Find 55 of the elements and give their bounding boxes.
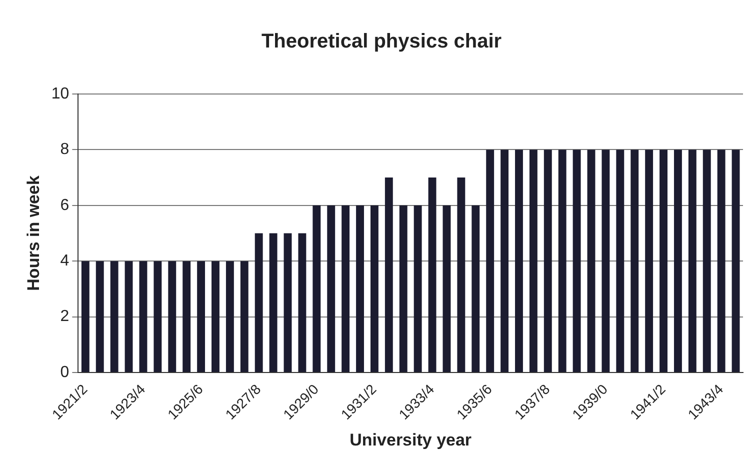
bar xyxy=(312,205,321,372)
bar xyxy=(529,150,538,372)
bar xyxy=(168,261,176,372)
bar xyxy=(110,261,118,372)
x-axis-title: University year xyxy=(350,430,472,450)
y-tick-label: 2 xyxy=(60,308,70,326)
bar xyxy=(486,150,494,372)
bar xyxy=(702,150,711,372)
bar xyxy=(124,261,133,372)
bar xyxy=(370,205,378,372)
y-tick-label: 0 xyxy=(60,364,70,381)
bar xyxy=(269,233,278,372)
bar xyxy=(81,261,90,372)
y-tick-label: 6 xyxy=(60,196,70,214)
bar xyxy=(342,205,350,372)
y-tick-label: 8 xyxy=(60,141,70,158)
bar xyxy=(96,261,104,372)
y-axis-title: Hours in week xyxy=(24,175,43,291)
bar xyxy=(717,150,726,372)
bar xyxy=(544,150,552,372)
bar xyxy=(298,233,306,372)
bar xyxy=(572,150,581,372)
bar xyxy=(472,205,480,372)
bar xyxy=(356,205,364,372)
bar xyxy=(457,178,466,372)
bar xyxy=(182,261,191,372)
bar xyxy=(154,261,162,372)
bar xyxy=(327,205,336,372)
bar xyxy=(428,178,436,372)
bar xyxy=(197,261,206,372)
bar xyxy=(660,150,668,372)
bar xyxy=(284,233,292,372)
bar xyxy=(558,150,566,372)
bar xyxy=(630,150,639,372)
bar xyxy=(500,150,509,372)
bar xyxy=(616,150,624,372)
chart-title: Theoretical physics chair xyxy=(261,30,502,53)
bar xyxy=(384,178,393,372)
bar xyxy=(674,150,682,372)
bar xyxy=(226,261,234,372)
bar xyxy=(254,233,263,372)
bar xyxy=(732,150,740,372)
bar xyxy=(240,261,248,372)
y-tick-label: 10 xyxy=(51,85,70,102)
bar xyxy=(414,205,422,372)
bar xyxy=(602,150,610,372)
bar xyxy=(587,150,596,372)
bar xyxy=(139,261,148,372)
bar xyxy=(688,150,696,372)
bar xyxy=(399,205,408,372)
bar xyxy=(515,150,523,372)
bar xyxy=(645,150,654,372)
bar xyxy=(442,205,451,372)
bar xyxy=(212,261,220,372)
y-tick-label: 4 xyxy=(60,252,70,270)
